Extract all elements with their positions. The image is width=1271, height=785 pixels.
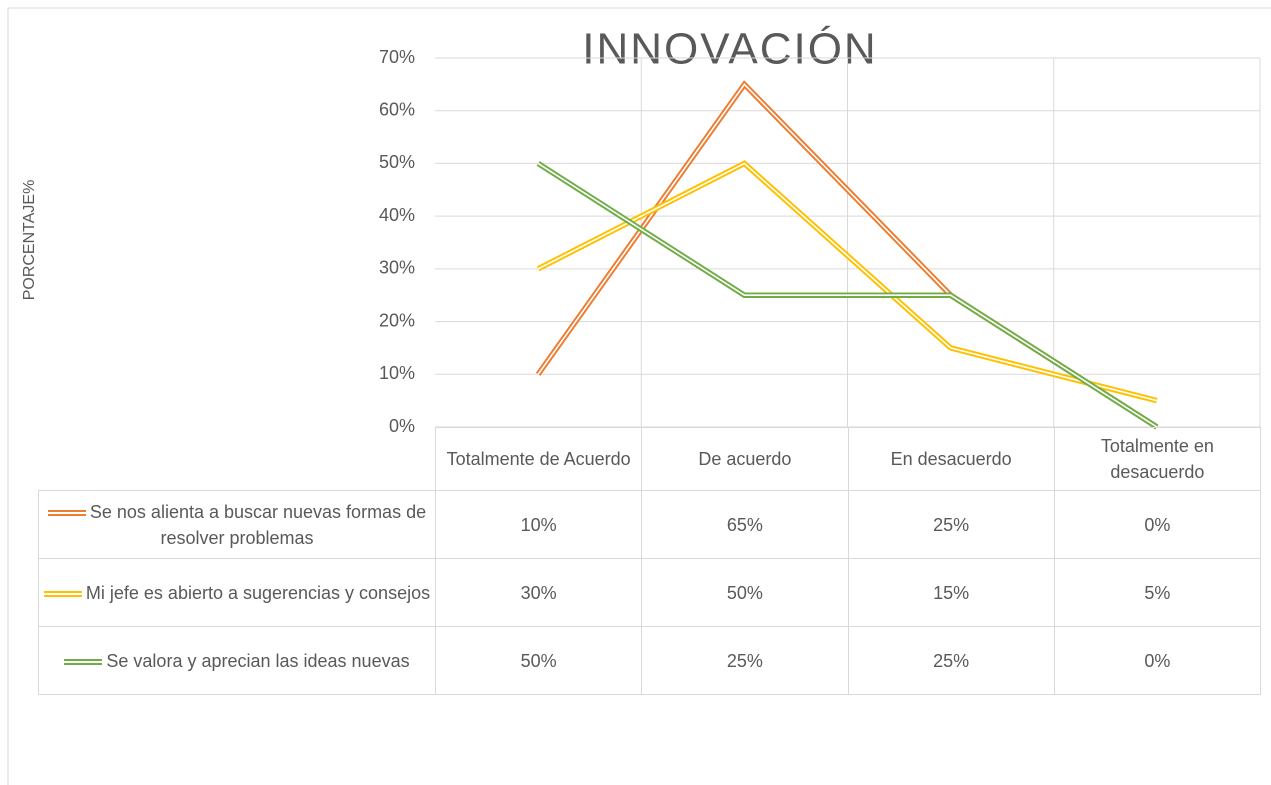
y-tick-label: 70% <box>379 47 415 67</box>
value-cell: 50% <box>435 626 643 695</box>
y-tick-label: 0% <box>389 416 415 436</box>
value-cell: 15% <box>847 558 1055 627</box>
category-header: De acuerdo <box>641 427 849 491</box>
value-cell: 25% <box>641 626 849 695</box>
series-line-gap <box>537 162 1158 428</box>
y-tick-label: 40% <box>379 205 415 225</box>
value-cell: 5% <box>1053 558 1261 627</box>
legend-entry: Se valora y aprecian las ideas nuevas <box>64 648 410 674</box>
y-axis-label: PORCENTAJE% <box>21 180 38 301</box>
legend-cell: Se nos alienta a buscar nuevas formas de… <box>38 490 436 559</box>
legend-entry: Mi jefe es abierto a sugerencias y conse… <box>43 580 431 606</box>
category-header: Totalmente en desacuerdo <box>1053 427 1261 491</box>
legend-key <box>47 509 86 516</box>
legend-label: Se nos alienta a buscar nuevas formas de… <box>89 501 427 548</box>
value-cell: 0% <box>1053 626 1261 695</box>
legend-key <box>64 658 103 665</box>
value-cell: 10% <box>435 490 643 559</box>
legend-label: Se valora y aprecian las ideas nuevas <box>106 650 410 671</box>
category-header: En desacuerdo <box>847 427 1055 491</box>
legend-label: Mi jefe es abierto a sugerencias y conse… <box>85 582 431 603</box>
chart-title: INNOVACIÓN <box>582 25 877 74</box>
value-cell: 25% <box>847 626 1055 695</box>
value-cell: 50% <box>641 558 849 627</box>
legend-entry: Se nos alienta a buscar nuevas formas de… <box>43 499 431 551</box>
legend-cell: Mi jefe es abierto a sugerencias y conse… <box>38 558 436 627</box>
y-tick-label: 60% <box>379 99 415 119</box>
series-line-gap <box>537 162 1158 402</box>
legend-cell: Se valora y aprecian las ideas nuevas <box>38 626 436 695</box>
y-tick-label: 10% <box>379 363 415 383</box>
value-cell: 0% <box>1053 490 1261 559</box>
value-cell: 65% <box>641 490 849 559</box>
chart-border <box>7 7 1271 785</box>
category-header: Totalmente de Acuerdo <box>435 427 643 491</box>
y-tick-label: 30% <box>379 258 415 278</box>
y-tick-label: 20% <box>379 310 415 330</box>
legend-key <box>43 590 82 597</box>
value-cell: 30% <box>435 558 643 627</box>
value-cell: 25% <box>847 490 1055 559</box>
y-tick-label: 50% <box>379 152 415 172</box>
